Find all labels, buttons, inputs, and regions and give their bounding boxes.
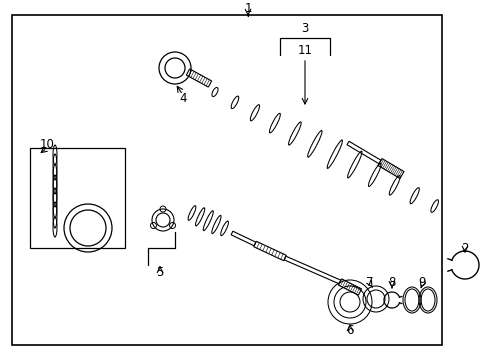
Text: 6: 6 — [346, 324, 353, 337]
Text: 8: 8 — [387, 275, 395, 288]
Bar — [12, 15, 441, 345]
Text: 5: 5 — [156, 266, 163, 279]
Text: 4: 4 — [179, 91, 186, 104]
Text: 2: 2 — [460, 242, 468, 255]
Bar — [30, 148, 125, 248]
Text: 10: 10 — [40, 138, 54, 150]
Text: 9: 9 — [417, 275, 425, 288]
Text: 11: 11 — [297, 44, 312, 57]
Text: 3: 3 — [301, 22, 308, 35]
Text: 1: 1 — [244, 1, 251, 14]
Text: 7: 7 — [366, 275, 373, 288]
